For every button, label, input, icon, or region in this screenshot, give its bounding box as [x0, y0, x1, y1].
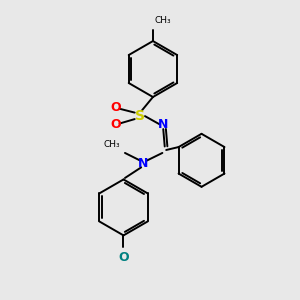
Text: CH₃: CH₃ — [154, 16, 171, 25]
Text: S: S — [135, 109, 145, 123]
Text: N: N — [137, 157, 148, 170]
Text: CH₃: CH₃ — [103, 140, 120, 148]
Text: O: O — [111, 101, 122, 114]
Text: N: N — [158, 118, 168, 131]
Text: O: O — [118, 251, 129, 264]
Text: O: O — [111, 118, 122, 131]
